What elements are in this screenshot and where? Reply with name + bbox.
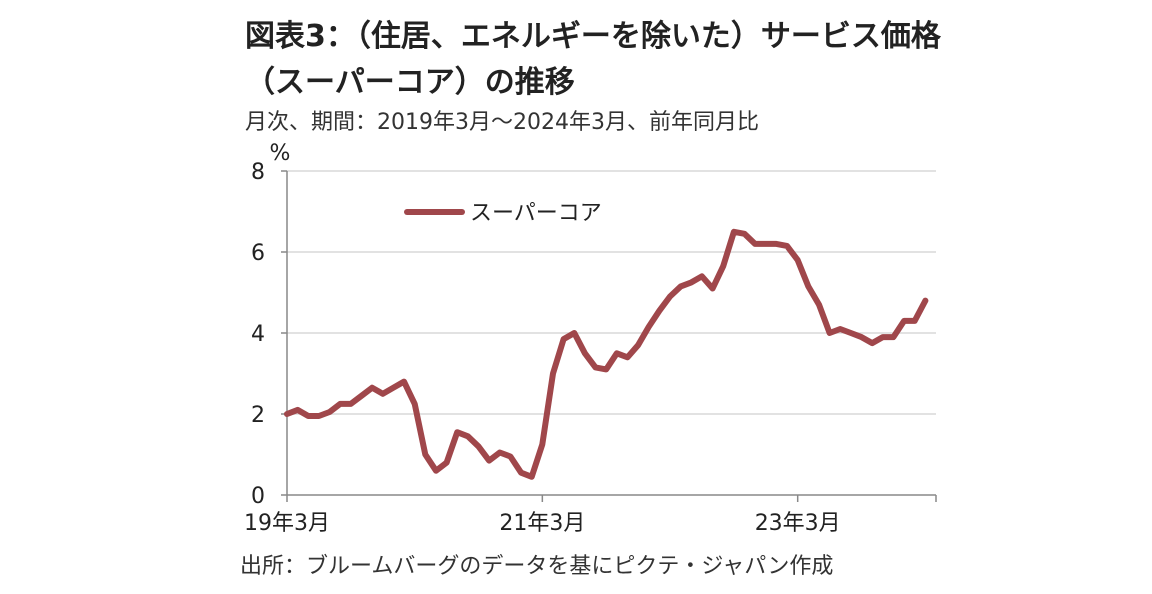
chart-subtitle: 月次、期間：2019年3月～2024年3月、前年同月比	[245, 110, 759, 135]
x-tick-label: 21年3月	[499, 511, 585, 536]
source-note: 出所：ブルームバーグのデータを基にピクテ・ジャパン作成	[240, 554, 834, 579]
y-tick-label-2: 2	[251, 403, 265, 428]
y-tick-label-0: 0	[251, 484, 265, 509]
chart-title: 図表3：（住居、エネルギーを除いた）サービス価格（スーパーコア）の推移	[245, 19, 941, 100]
legend: スーパーコア	[404, 201, 602, 226]
y-axis-unit: %	[270, 141, 291, 166]
gridlines	[287, 170, 936, 415]
x-tick-label: 23年3月	[755, 511, 841, 536]
tick-labels: 0 2 4 6 8% 19年3月 21年3月 23年3月	[244, 141, 841, 536]
y-tick-label-4: 4	[251, 322, 265, 347]
axes	[281, 170, 937, 502]
y-tick-label-6: 6	[251, 241, 265, 266]
y-tick-label-8: 8	[251, 160, 265, 185]
legend-label: スーパーコア	[470, 201, 602, 226]
series-line-supercore	[284, 228, 929, 480]
x-tick-label: 19年3月	[244, 511, 330, 536]
series-lines	[284, 228, 929, 480]
